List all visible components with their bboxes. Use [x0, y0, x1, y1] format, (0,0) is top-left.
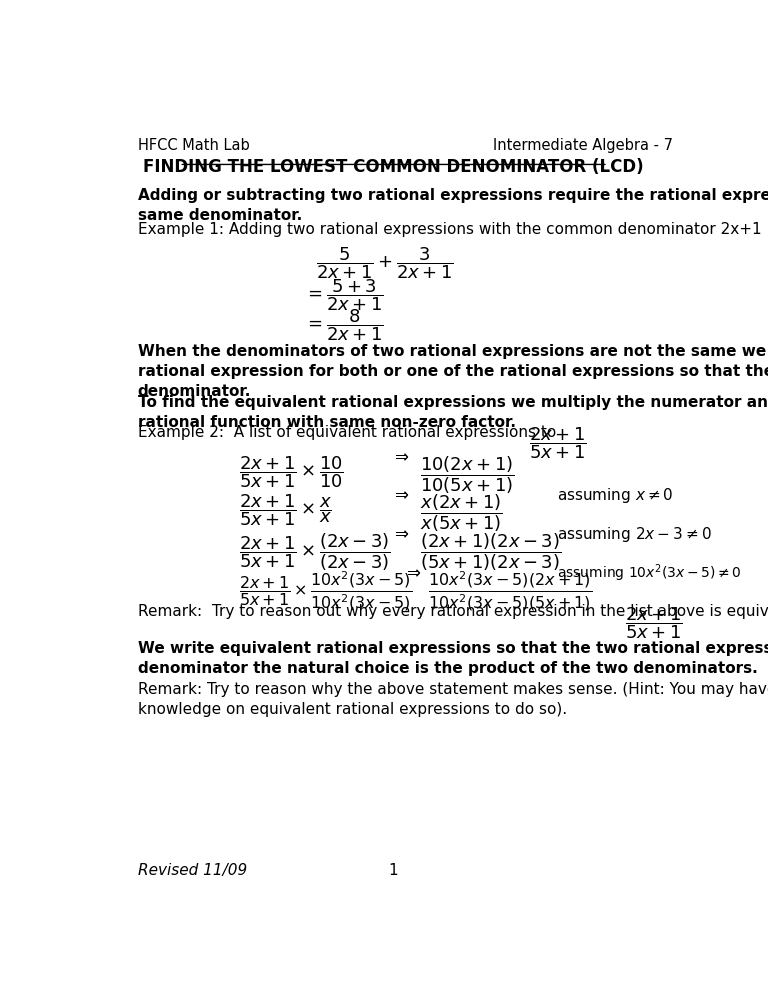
Text: $=\dfrac{8}{2x+1}$: $=\dfrac{8}{2x+1}$ [304, 307, 384, 343]
Text: To find the equivalent rational expressions we multiply the numerator and denomi: To find the equivalent rational expressi… [137, 395, 768, 429]
Text: $\dfrac{10(2x+1)}{10(5x+1)}$: $\dfrac{10(2x+1)}{10(5x+1)}$ [420, 454, 515, 496]
Text: $\dfrac{x(2x+1)}{x(5x+1)}$: $\dfrac{x(2x+1)}{x(5x+1)}$ [420, 492, 503, 534]
Text: $\Rightarrow$: $\Rightarrow$ [391, 525, 409, 542]
Text: HFCC Math Lab: HFCC Math Lab [137, 138, 250, 153]
Text: $\dfrac{2x+1}{5x+1}\times\dfrac{x}{x}$: $\dfrac{2x+1}{5x+1}\times\dfrac{x}{x}$ [239, 492, 332, 528]
Text: Example 2:  A list of equivalent rational expressions to: Example 2: A list of equivalent rational… [137, 425, 556, 440]
Text: 1: 1 [389, 863, 399, 879]
Text: When the denominators of two rational expressions are not the same we write equi: When the denominators of two rational ex… [137, 344, 768, 399]
Text: $\Rightarrow$: $\Rightarrow$ [391, 486, 409, 503]
Text: $\dfrac{2x+1}{5x+1}$: $\dfrac{2x+1}{5x+1}$ [624, 605, 682, 641]
Text: $\dfrac{2x+1}{5x+1}\times\dfrac{(2x-3)}{(2x-3)}$: $\dfrac{2x+1}{5x+1}\times\dfrac{(2x-3)}{… [239, 531, 391, 573]
Text: $\dfrac{5}{2x+1}+\dfrac{3}{2x+1}$: $\dfrac{5}{2x+1}+\dfrac{3}{2x+1}$ [316, 246, 454, 281]
Text: $\dfrac{(2x+1)(2x-3)}{(5x+1)(2x-3)}$: $\dfrac{(2x+1)(2x-3)}{(5x+1)(2x-3)}$ [420, 531, 561, 573]
Text: Intermediate Algebra - 7: Intermediate Algebra - 7 [493, 138, 674, 153]
Text: assuming $10x^2(3x-5)\neq 0$: assuming $10x^2(3x-5)\neq 0$ [558, 563, 742, 584]
Text: FINDING THE LOWEST COMMON DENOMINATOR (LCD): FINDING THE LOWEST COMMON DENOMINATOR (L… [144, 157, 644, 176]
Text: $\dfrac{2x+1}{5x+1}$: $\dfrac{2x+1}{5x+1}$ [529, 425, 587, 461]
Text: $\dfrac{10x^2(3x-5)(2x+1)}{10x^2(3x-5)(5x+1)}$: $\dfrac{10x^2(3x-5)(2x+1)}{10x^2(3x-5)(5… [428, 571, 592, 613]
Text: Revised 11/09: Revised 11/09 [137, 863, 247, 879]
Text: $=\dfrac{5+3}{2x+1}$: $=\dfrac{5+3}{2x+1}$ [304, 277, 384, 313]
Text: Example 1: Adding two rational expressions with the common denominator 2x+1: Example 1: Adding two rational expressio… [137, 222, 761, 237]
Text: Remark: Try to reason why the above statement makes sense. (Hint: You may have t: Remark: Try to reason why the above stat… [137, 682, 768, 717]
Text: We write equivalent rational expressions so that the two rational expressions ha: We write equivalent rational expressions… [137, 641, 768, 676]
Text: Adding or subtracting two rational expressions require the rational expressions : Adding or subtracting two rational expre… [137, 188, 768, 223]
Text: $\dfrac{2x+1}{5x+1}\times\dfrac{10x^2(3x-5)}{10x^2(3x-5)}$: $\dfrac{2x+1}{5x+1}\times\dfrac{10x^2(3x… [239, 571, 412, 613]
Text: $\Rightarrow$: $\Rightarrow$ [391, 448, 409, 465]
Text: assuming $x\neq 0$: assuming $x\neq 0$ [558, 486, 674, 505]
Text: Remark:  Try to reason out why every rational expression in the list above is eq: Remark: Try to reason out why every rati… [137, 603, 768, 619]
Text: $\Rightarrow$: $\Rightarrow$ [402, 564, 421, 580]
Text: $\dfrac{2x+1}{5x+1}\times\dfrac{10}{10}$: $\dfrac{2x+1}{5x+1}\times\dfrac{10}{10}$ [239, 454, 344, 490]
Text: assuming $2x-3\neq 0$: assuming $2x-3\neq 0$ [558, 525, 712, 544]
